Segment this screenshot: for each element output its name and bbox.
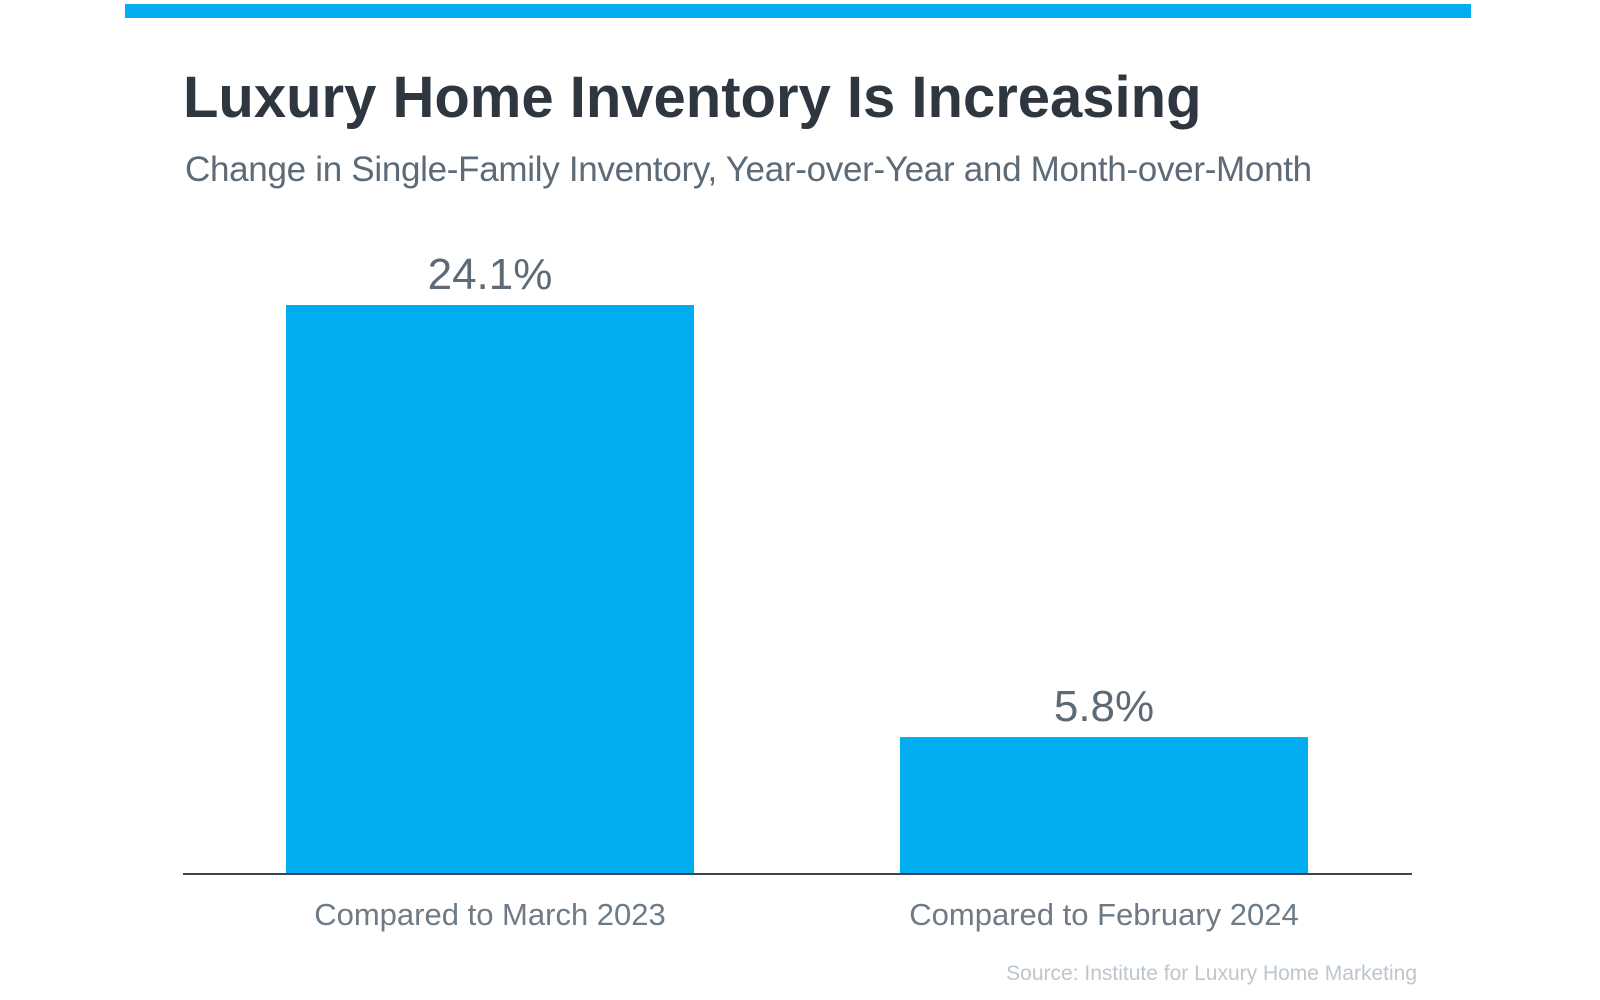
labels-layer: 24.1% Compared to March 2023 5.8% Compared …	[314, 250, 1298, 932]
bar-2	[900, 737, 1308, 874]
chart-title: Luxury Home Inventory Is Increasing	[183, 65, 1202, 130]
category-label-1: Compared to March 2023	[314, 897, 666, 932]
source-note: Source: Institute for Luxury Home Market…	[1006, 962, 1417, 985]
bar-1	[286, 305, 694, 874]
bars-layer	[286, 305, 1308, 874]
bar-value-label-1: 24.1%	[428, 250, 553, 299]
category-label-2: Compared to February 2024	[909, 897, 1298, 932]
top-accent-bar	[125, 4, 1471, 18]
chart-subtitle: Change in Single-Family Inventory, Year-…	[185, 150, 1312, 189]
bar-value-label-2: 5.8%	[1054, 682, 1154, 731]
